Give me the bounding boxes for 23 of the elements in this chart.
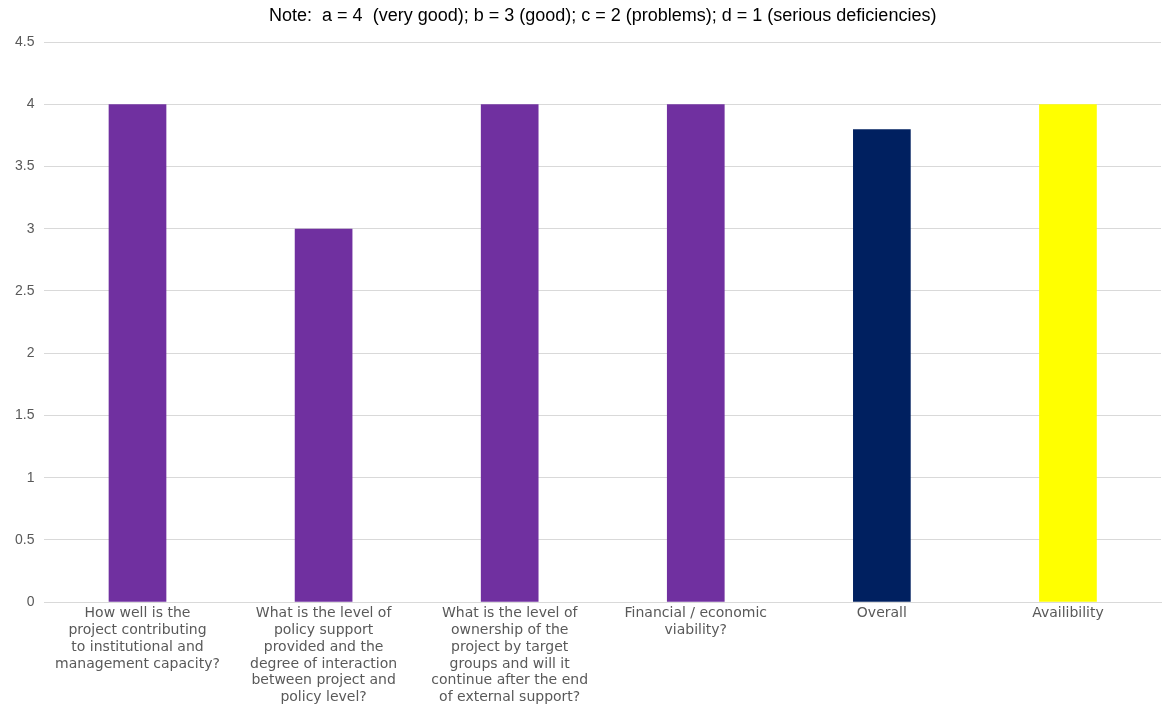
x-tick-label: Financial / economic viability? [624, 604, 768, 638]
y-tick-label: 4 [26, 95, 35, 112]
bar [480, 104, 539, 602]
bar [294, 228, 353, 602]
x-tick-label: How well is the project contributing to institutional and management capacity? [55, 604, 220, 671]
y-tick-label: 0 [26, 593, 35, 610]
y-tick-label: 1 [26, 468, 35, 485]
y-tick-label: 2 [26, 344, 35, 361]
bar [853, 129, 911, 602]
y-tick-label: 4.5 [14, 32, 35, 49]
y-tick-label: 2.5 [14, 281, 35, 298]
y-tick-label: 3 [26, 219, 35, 236]
text: Note: a = 4 (very good); b = 3 (good); c = 2 (problems); d = 1 (serious deficiencies) [269, 4, 937, 25]
bar [666, 104, 725, 602]
y-tick-label: 0.5 [14, 530, 35, 547]
y-tick-label: 1.5 [14, 406, 35, 423]
x-tick-label: Availibility [1032, 604, 1104, 621]
bar [1039, 104, 1097, 602]
x-tick-label: What is the level of ownership of the project by target groups and will it continue after the end of external support? [431, 604, 589, 705]
x-tick-label: Overall [856, 604, 907, 621]
y-tick-label: 3.5 [14, 157, 35, 174]
bar [108, 104, 167, 602]
x-tick-label: What is the level of policy support provided and the degree of interaction between project and policy level? [250, 604, 398, 705]
